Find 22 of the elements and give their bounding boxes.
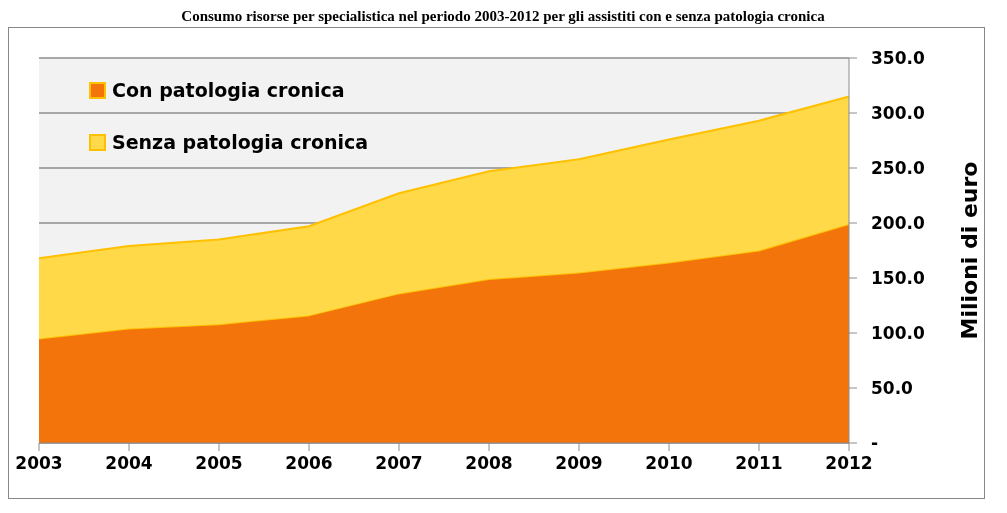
chart-title: Consumo risorse per specialistica nel periodo 2003-2012 per gli assistiti con e senza patologia cronica	[180, 8, 826, 25]
x-tick-label: 2005	[195, 453, 243, 474]
y-tick-label: 350.0	[871, 48, 925, 69]
x-tick-label: 2010	[645, 453, 693, 474]
y-tick-label: 50.0	[871, 378, 914, 399]
x-tick-label: 2006	[285, 453, 333, 474]
y-tick-label: -	[871, 433, 879, 454]
x-tick-label: 2012	[825, 453, 873, 474]
x-tick-label: 2003	[15, 453, 63, 474]
legend-label: Con patologia cronica	[112, 79, 345, 101]
x-tick-label: 2011	[735, 453, 783, 474]
y-tick-label: 250.0	[871, 158, 925, 179]
y-tick-label: 150.0	[871, 268, 925, 289]
x-tick-label: 2007	[375, 453, 423, 474]
x-tick-label: 2009	[555, 453, 603, 474]
y-axis-title: Milioni di euro	[956, 161, 982, 340]
legend-label: Senza patologia cronica	[112, 131, 369, 153]
x-tick-label: 2008	[465, 453, 513, 474]
y-tick-label: 200.0	[871, 213, 925, 234]
y-tick-label: 100.0	[871, 323, 925, 344]
y-tick-label: 300.0	[871, 103, 925, 124]
x-tick-label: 2004	[105, 453, 153, 474]
